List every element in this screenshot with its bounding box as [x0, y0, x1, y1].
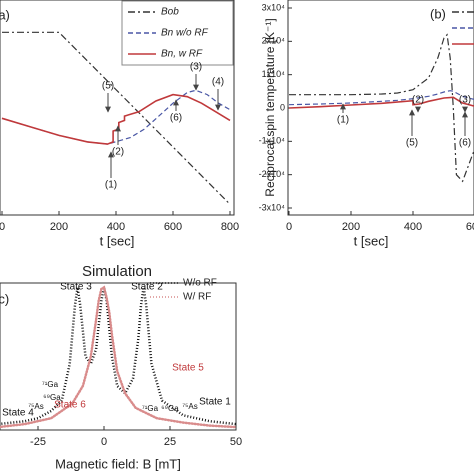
y-axis-title: Reciprocal spin temperature [K⁻¹]	[263, 18, 277, 196]
x-tick-label: 600	[164, 221, 182, 233]
annotation: (1)	[105, 180, 117, 191]
x-tick-label: 25	[164, 436, 176, 448]
annotation: ⁷¹Ga	[42, 380, 59, 389]
annotation: State 4	[2, 408, 34, 419]
annotation: (5)	[102, 81, 114, 92]
panel-label: (a)	[0, 7, 10, 22]
panel: 0 200 400 600 -3x10⁴ -2x10⁴ -1x10⁴ 0 1x10⁴ 2x10⁴ 3…	[259, 0, 474, 248]
annotation: State 6	[54, 400, 86, 411]
annotation: (1)	[337, 115, 349, 126]
annotation: (5)	[406, 138, 418, 149]
y-tick-label: -3x10⁴	[259, 202, 286, 212]
x-tick-label: 50	[230, 436, 242, 448]
panel: -25 0 25 50 Magnetic field: B [mT] Simulation…	[0, 263, 242, 471]
y-tick-label: 3x10⁴	[262, 2, 286, 12]
x-tick-label: 600	[466, 221, 474, 233]
legend-label: Bn w/o RF	[161, 28, 209, 39]
y-tick-label: -2x10⁴	[259, 169, 286, 179]
annotation: ⁷⁵As	[28, 402, 44, 411]
x-tick-label: 200	[50, 221, 68, 233]
annotation: State 5	[172, 363, 204, 374]
annotation: State 3	[60, 282, 92, 293]
annotation: State 2	[131, 282, 163, 293]
x-tick-label: 800	[221, 221, 239, 233]
x-axis-title: t [sec]	[354, 233, 389, 248]
x-tick-label: 0	[286, 221, 292, 233]
series-line	[1, 93, 231, 145]
y-tick-label: 2x10⁴	[262, 36, 286, 46]
series-line	[0, 285, 236, 429]
annotation: (2)	[112, 147, 124, 158]
y-tick-label: 0	[280, 102, 285, 112]
plot-frame	[0, 282, 237, 431]
annotation: ⁷¹Ga	[142, 404, 159, 413]
x-tick-label: 0	[0, 221, 5, 233]
x-axis-title: Magnetic field: B [mT]	[55, 456, 181, 471]
legend-label: W/ RF	[183, 292, 211, 303]
annotation: State 1	[199, 397, 231, 408]
annotation: ⁶⁹Ga	[43, 393, 61, 402]
x-axis-title: t [sec]	[100, 233, 135, 248]
plot-frame	[0, 0, 235, 216]
annotation: (4)	[212, 77, 224, 88]
x-tick-label: 200	[342, 221, 360, 233]
series-line	[288, 90, 474, 106]
y-tick-label: -1x10⁴	[259, 136, 286, 146]
annotation: (6)	[459, 138, 471, 149]
series-line	[2, 31, 231, 205]
annotation: (3)	[190, 62, 202, 73]
series-line	[288, 96, 474, 109]
legend-label: W/o RF	[183, 278, 217, 289]
x-tick-label: -25	[30, 436, 46, 448]
panel-label: (b)	[430, 6, 446, 21]
legend-box	[121, 0, 234, 66]
x-tick-label: 0	[101, 436, 107, 448]
x-tick-label: 400	[404, 221, 422, 233]
legend-label: Bob	[161, 7, 179, 18]
panel: 0 200 400 600 800 t [sec] (a) Bob Bn w/o RF Bn, w…	[0, 0, 239, 248]
annotation: ⁶⁹Ga	[161, 404, 179, 413]
annotation: ⁷⁵As	[182, 402, 198, 411]
annotation: (6)	[170, 113, 182, 124]
legend-label: Bn, w RF	[161, 49, 203, 60]
panel-label: (c)	[0, 291, 9, 306]
series-line	[1, 89, 231, 145]
x-tick-label: 400	[107, 221, 125, 233]
annotation: (2)	[412, 95, 424, 106]
series-line	[289, 33, 474, 183]
annotation: (3)	[459, 95, 471, 106]
chart-title: Simulation	[82, 263, 152, 280]
y-tick-label: 1x10⁴	[262, 69, 286, 79]
